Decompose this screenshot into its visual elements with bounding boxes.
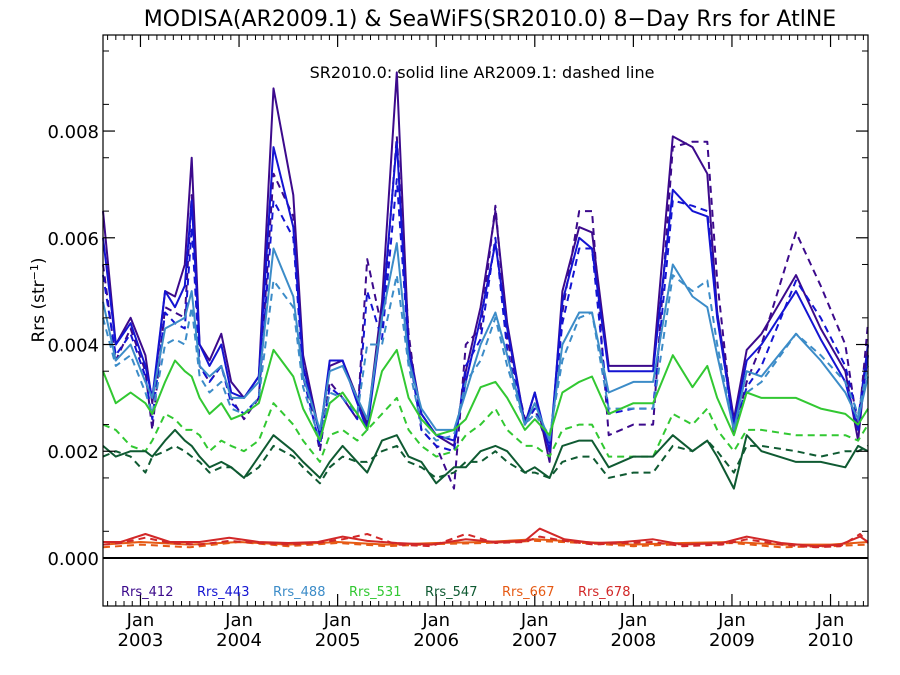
y-axis-ticks: 0.000 0.002 0.004 0.006 0.008	[47, 50, 868, 570]
series-line-rrs-547-solid	[102, 428, 869, 490]
x-tick-label-year: 2009	[709, 630, 755, 651]
y-axis-label-close: )	[29, 257, 49, 264]
x-tick-label-month: Jan	[421, 610, 450, 631]
x-tick-label-year: 2005	[315, 630, 361, 651]
series-line-rrs-678-dashed	[102, 533, 869, 549]
legend-entry: Rrs_443	[197, 585, 249, 600]
y-tick-label: 0.004	[47, 336, 99, 357]
y-axis-label-main: Rrs (str	[29, 280, 49, 342]
legend-entry: Rrs_667	[502, 585, 554, 600]
x-tick-label-month: Jan	[224, 610, 253, 631]
x-tick-label-month: Jan	[126, 610, 155, 631]
y-axis-label-superscript: −1	[28, 264, 41, 280]
x-tick-label-month: Jan	[816, 610, 845, 631]
legend-entry: Rrs_412	[121, 585, 173, 600]
legend-entry: Rrs_488	[273, 585, 325, 600]
x-tick-label-month: Jan	[323, 610, 352, 631]
series-line-rrs-547-dashed	[102, 439, 869, 485]
y-tick-label: 0.002	[47, 442, 99, 463]
y-tick-label: 0.006	[47, 229, 99, 250]
series-line-rrs-531-solid	[102, 348, 869, 442]
x-tick-label-year: 2008	[610, 630, 656, 651]
series-line-rrs-488-dashed	[102, 274, 869, 442]
legend-entry: Rrs_547	[425, 585, 477, 600]
legend-entry: Rrs_531	[349, 585, 401, 600]
plot-lines	[102, 71, 869, 549]
x-tick-label-month: Jan	[520, 610, 549, 631]
chart-subtitle: SR2010.0: solid line AR2009.1: dashed li…	[310, 63, 655, 82]
x-tick-label-year: 2006	[413, 630, 459, 651]
y-tick-label: 0.008	[47, 122, 99, 143]
x-tick-label-year: 2004	[216, 630, 262, 651]
series-line-rrs-531-dashed	[102, 396, 869, 463]
x-tick-label-year: 2007	[512, 630, 558, 651]
legend-entry: Rrs_678	[578, 585, 630, 600]
x-tick-label-year: 2003	[118, 630, 164, 651]
y-axis-label: Rrs (str−1)	[28, 257, 50, 342]
chart-title: MODISA(AR2009.1) & SeaWiFS(SR2010.0) 8−D…	[144, 7, 836, 32]
x-tick-label-month: Jan	[618, 610, 647, 631]
x-tick-label-month: Jan	[717, 610, 746, 631]
legend: Rrs_412 Rrs_443 Rrs_488 Rrs_531 Rrs_547 Rrs_6…	[121, 585, 630, 600]
y-tick-label: 0.000	[47, 549, 99, 570]
x-axis-ticks: Jan2003Jan2004Jan2005Jan2006Jan2007Jan20…	[107, 35, 864, 651]
series-line-rrs-488-solid	[102, 242, 869, 442]
series-line-rrs-443-solid	[102, 140, 869, 453]
series-line-rrs-678-solid	[103, 527, 869, 548]
x-tick-label-year: 2010	[808, 630, 854, 651]
